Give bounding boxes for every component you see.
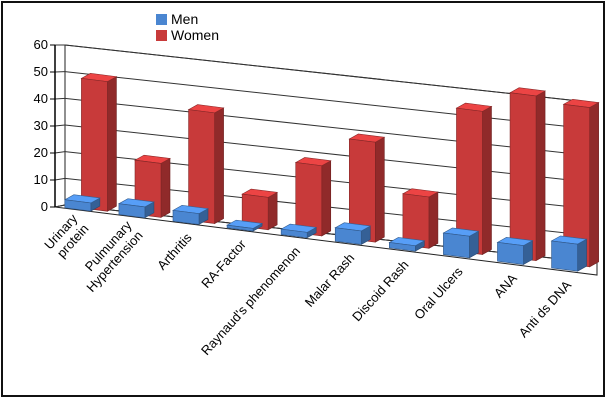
bar-men-4 (280, 223, 318, 239)
bar-women-6 (401, 188, 439, 249)
y-tick-label: 20 (34, 145, 48, 160)
category-label: Urinaryprotein (41, 211, 92, 263)
category-label: Raynaud's phenomenon (198, 244, 303, 358)
category-label: Oral Ulcers (411, 264, 466, 323)
gridline-side (54, 177, 66, 181)
gridline-side (54, 124, 66, 127)
bar-men-8 (496, 237, 534, 266)
bar-women-4 (294, 157, 332, 237)
gridline-back (64, 124, 598, 184)
gridline-side (54, 204, 66, 208)
y-tick-label: 40 (34, 91, 48, 106)
gridline-side (54, 97, 66, 100)
y-tick-label: 60 (34, 37, 48, 52)
bar-men-1 (117, 198, 155, 219)
gridline-back (64, 71, 598, 131)
bar-men-6 (388, 237, 426, 252)
bar-women-3 (241, 188, 279, 231)
category-label: Discoid Rash (349, 257, 411, 324)
men-bars (63, 194, 588, 272)
gridline-side (54, 151, 66, 154)
y-axis: 0 10 20 30 40 50 60 (34, 37, 56, 214)
y-tick-label: 0 (41, 199, 48, 214)
legend-label-women: Women (171, 27, 219, 43)
category-label: Anti ds DNA (516, 277, 575, 340)
bar-women-1 (134, 154, 171, 218)
bar-men-2 (172, 205, 209, 225)
y-tick-label: 30 (34, 118, 48, 133)
bar-men-0 (63, 194, 101, 212)
category-label: Malar Rash (302, 250, 358, 309)
bar-men-7 (442, 227, 480, 259)
bar-men-5 (334, 222, 372, 245)
women-bars (80, 73, 600, 268)
legend-swatch-women (156, 30, 167, 41)
category-label: ANA (491, 271, 520, 301)
bar-men-9 (550, 235, 588, 272)
y-tick-label: 10 (34, 172, 48, 187)
y-tick-label: 50 (34, 64, 48, 79)
bar-men-3 (226, 219, 264, 232)
legend-swatch-men (156, 14, 167, 25)
bar-women-8 (509, 87, 547, 262)
bar-women-7 (455, 102, 493, 255)
bar-women-0 (80, 73, 118, 212)
gridline-back (64, 44, 598, 104)
legend: Men Women (156, 11, 219, 43)
category-label: RA-Factor (198, 236, 249, 291)
gridline-back (64, 97, 598, 157)
bar-women-2 (187, 104, 225, 225)
category-label: Arthritis (154, 230, 195, 273)
legend-label-men: Men (171, 11, 198, 27)
bar-women-9 (562, 98, 600, 268)
